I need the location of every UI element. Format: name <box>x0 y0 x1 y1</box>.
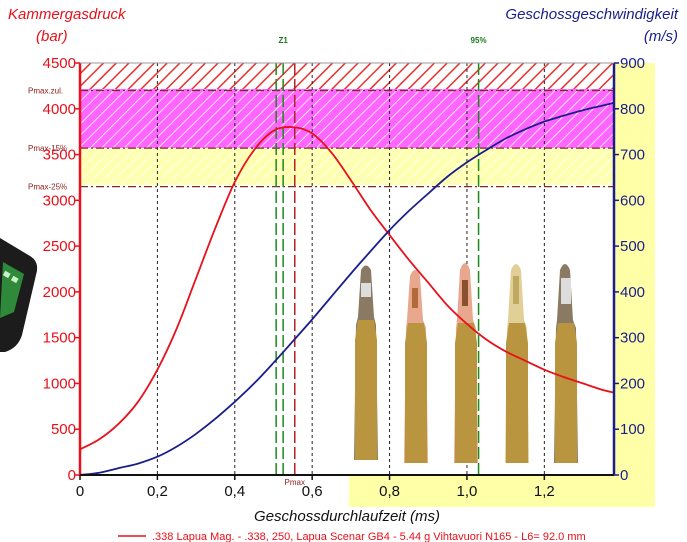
y-left-tick-label: 500 <box>51 421 76 438</box>
vertical-gridlines <box>156 63 545 475</box>
y-right-tick-label: 400 <box>620 284 645 301</box>
y-right-tick-label: 900 <box>620 55 645 72</box>
y-left-tick-label: 1500 <box>43 330 76 347</box>
device-photo <box>0 238 38 352</box>
limit-lines: Pmax.zul. Pmax-15% Pmax-25% <box>28 86 614 192</box>
x-tick-label: 0,6 <box>302 483 323 500</box>
limit-band-magenta <box>80 89 614 148</box>
x-tick-label: 0,2 <box>147 483 168 500</box>
tick-layer: 0500100015002000250030003500400045000100… <box>43 55 645 500</box>
right-axis-unit: (m/s) <box>644 28 678 45</box>
x-tick-label: 1,0 <box>457 483 478 500</box>
cartridge-illustration <box>354 263 578 463</box>
y-right-tick-label: 500 <box>620 238 645 255</box>
y-left-tick-label: 3500 <box>43 147 76 164</box>
y-right-tick-label: 100 <box>620 421 645 438</box>
y-left-tick-label: 2500 <box>43 238 76 255</box>
right-axis-title: Geschossgeschwindigkeit <box>505 6 678 23</box>
pressure-series-line <box>79 126 615 451</box>
limit-line-label: Pmax.zul. <box>28 86 63 95</box>
x-tick-label: 0,8 <box>379 483 400 500</box>
y-right-tick-label: 200 <box>620 375 645 392</box>
right-axis-band <box>614 63 655 475</box>
left-axis-title: Kammergasdruck <box>8 6 127 23</box>
x-axis-title: Geschossdurchlaufzeit (ms) <box>254 508 440 525</box>
marker-label: Pmax <box>285 478 305 487</box>
event-markers: Z1 Pmax 95% <box>275 36 487 487</box>
limit-band-red <box>80 63 614 89</box>
y-left-tick-label: 0 <box>68 467 76 484</box>
x-tick-label: 1,2 <box>534 483 555 500</box>
y-right-tick-label: 800 <box>620 101 645 118</box>
x-tick-label: 0 <box>76 483 84 500</box>
marker-label: Z1 <box>278 36 288 45</box>
limit-line-label: Pmax-15% <box>28 144 67 153</box>
legend-label: .338 Lapua Mag. - .338, 250, Lapua Scena… <box>152 531 586 542</box>
y-right-tick-label: 700 <box>620 147 645 164</box>
series-layer <box>79 101 615 476</box>
y-left-tick-label: 4500 <box>43 55 76 72</box>
y-right-tick-label: 300 <box>620 330 645 347</box>
limit-band-yellow <box>80 148 614 185</box>
velocity-series-line <box>79 101 615 476</box>
y-right-tick-label: 600 <box>620 192 645 209</box>
limit-line-label: Pmax-25% <box>28 183 67 192</box>
y-left-tick-label: 3000 <box>43 192 76 209</box>
left-axis-unit: (bar) <box>36 28 68 45</box>
x-tick-label: 0,4 <box>224 483 245 500</box>
y-right-tick-label: 0 <box>620 467 628 484</box>
marker-label: 95% <box>471 36 487 45</box>
y-left-tick-label: 4000 <box>43 101 76 118</box>
y-left-tick-label: 2000 <box>43 284 76 301</box>
bottom-axis-band <box>349 475 655 507</box>
y-left-tick-label: 1000 <box>43 375 76 392</box>
